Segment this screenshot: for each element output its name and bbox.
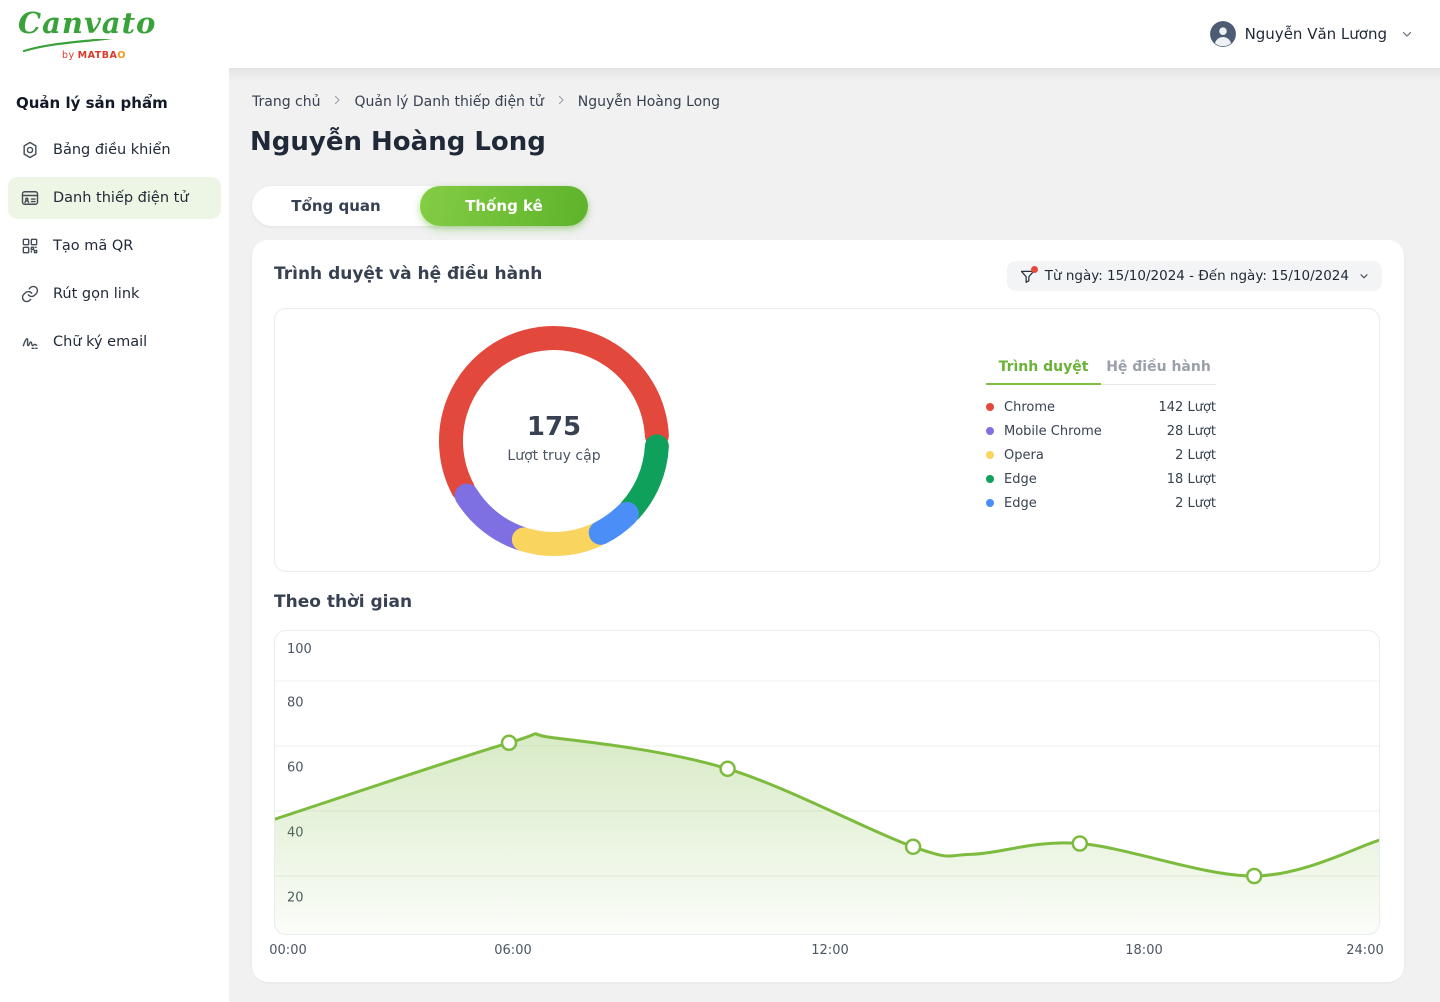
tab-overview[interactable]: Tổng quan <box>291 197 381 215</box>
business-card-icon <box>21 191 39 205</box>
main-content: Trang chủ Quản lý Danh thiếp điện tử Ngu… <box>229 68 1440 1002</box>
browser-os-section-title: Trình duyệt và hệ điều hành <box>274 264 543 284</box>
legend-item-value: 2 Lượt <box>1175 495 1216 511</box>
sidebar-item-dashboard[interactable]: Bảng điều khiển <box>8 126 221 174</box>
sidebar-item-label: Danh thiếp điện tử <box>53 190 189 206</box>
legend-item-label: Mobile Chrome <box>1004 423 1102 439</box>
legend-item: Mobile Chrome 28 Lượt <box>986 419 1216 443</box>
user-name: Nguyễn Văn Lương <box>1244 25 1387 43</box>
time-chart-panel: 20406080100 <box>274 630 1380 935</box>
x-axis-tick-label: 06:00 <box>494 943 532 958</box>
logo-swoosh-icon <box>22 39 113 53</box>
chevron-right-icon <box>555 94 567 110</box>
data-point-marker <box>1071 835 1089 852</box>
sidebar-item-qr[interactable]: Tạo mã QR <box>8 222 221 270</box>
legend-item: Opera 2 Lượt <box>986 443 1216 467</box>
browser-donut-chart: 175 Lượt truy cập <box>429 316 679 566</box>
legend-item: Edge 2 Lượt <box>986 491 1216 515</box>
chevron-down-icon <box>1400 27 1414 41</box>
date-range-label: Từ ngày: 15/10/2024 - Đến ngày: 15/10/20… <box>1044 268 1349 284</box>
x-axis-tick-label: 18:00 <box>1125 943 1163 958</box>
breadcrumb-current: Nguyễn Hoàng Long <box>577 94 720 110</box>
x-axis-tick-label: 00:00 <box>269 943 307 958</box>
legend-dot-icon <box>986 427 994 435</box>
legend-tab-browser[interactable]: Trình duyệt <box>986 359 1101 385</box>
brand-byline: by MATBAO <box>62 50 126 61</box>
legend-item-label: Opera <box>1004 447 1044 463</box>
breadcrumb-home[interactable]: Trang chủ <box>252 94 321 110</box>
data-point-marker <box>904 838 922 856</box>
breadcrumb: Trang chủ Quản lý Danh thiếp điện tử Ngu… <box>252 94 720 110</box>
user-menu[interactable]: Nguyễn Văn Lương <box>1209 18 1414 50</box>
dashboard-icon <box>23 141 37 159</box>
legend-dot-icon <box>986 403 994 411</box>
sidebar-item-shorten-link[interactable]: Rút gọn link <box>8 270 221 318</box>
legend-item-value: 28 Lượt <box>1166 423 1216 439</box>
topbar: Canvato by MATBAO Nguyễn Văn Lương <box>0 0 1440 68</box>
legend-item-value: 2 Lượt <box>1175 447 1216 463</box>
x-axis-tick-label: 12:00 <box>811 943 849 958</box>
sidebar-item-email-signature[interactable]: Chữ ký email <box>8 318 221 366</box>
link-icon <box>21 285 39 303</box>
legend-item-value: 142 Lượt <box>1158 399 1216 415</box>
donut-svg <box>439 326 669 556</box>
sidebar-item-label: Rút gọn link <box>53 286 140 302</box>
data-point-marker <box>1245 867 1263 885</box>
sidebar-item-label: Bảng điều khiển <box>53 142 171 158</box>
legend-tabs: Trình duyệt Hệ điều hành <box>986 359 1216 385</box>
filter-badge-dot <box>1030 265 1038 273</box>
brand-name: Canvato <box>18 6 157 40</box>
data-point-marker <box>500 734 518 752</box>
time-chart-x-labels: 00:00 06:00 12:00 18:00 24:00 <box>269 943 1384 961</box>
avatar <box>1209 21 1236 47</box>
donut-legend: Trình duyệt Hệ điều hành Chrome 142 Lượt M… <box>986 359 1216 515</box>
tab-statistics[interactable]: Thống kê <box>420 186 588 226</box>
signature-icon <box>22 338 38 350</box>
legend-dot-icon <box>986 499 994 507</box>
statistics-card: Trình duyệt và hệ điều hành Từ ngày: 15/… <box>252 240 1404 982</box>
legend-dot-icon <box>986 451 994 459</box>
svg-text:80: 80 <box>287 696 304 711</box>
qr-code-icon <box>22 238 38 254</box>
legend-dot-icon <box>986 475 994 483</box>
legend-item-value: 18 Lượt <box>1166 471 1216 487</box>
legend-item: Chrome 142 Lượt <box>986 395 1216 419</box>
page-title: Nguyễn Hoàng Long <box>250 127 546 157</box>
legend-list: Chrome 142 Lượt Mobile Chrome 28 Lượt Opera 2… <box>986 395 1216 515</box>
legend-item: Edge 18 Lượt <box>986 467 1216 491</box>
view-tabs: Tổng quan Thống kê <box>252 186 588 226</box>
chevron-right-icon <box>331 94 343 110</box>
data-point-marker <box>719 760 736 778</box>
x-axis-tick-label: 24:00 <box>1346 943 1384 958</box>
svg-text:100: 100 <box>287 642 312 657</box>
sidebar-item-business-card[interactable]: Danh thiếp điện tử <box>8 177 221 219</box>
browser-donut-panel: 175 Lượt truy cập Trình duyệt Hệ điều hà… <box>274 308 1380 572</box>
sidebar: Quản lý sản phẩm Bảng điều khiển Danh th… <box>0 68 229 1002</box>
time-area-chart: 20406080100 <box>275 642 1379 934</box>
sidebar-item-label: Chữ ký email <box>53 334 148 350</box>
sidebar-section-title: Quản lý sản phẩm <box>16 94 168 112</box>
breadcrumb-card-management[interactable]: Quản lý Danh thiếp điện tử <box>354 94 544 110</box>
legend-item-label: Chrome <box>1004 399 1055 415</box>
legend-item-label: Edge <box>1004 495 1037 511</box>
filter-funnel-icon <box>1019 265 1038 285</box>
date-range-filter[interactable]: Từ ngày: 15/10/2024 - Đến ngày: 15/10/20… <box>1006 261 1382 291</box>
sidebar-item-label: Tạo mã QR <box>53 238 134 254</box>
brand-logo[interactable]: Canvato by MATBAO <box>18 6 157 62</box>
svg-text:60: 60 <box>287 761 304 776</box>
legend-item-label: Edge <box>1004 471 1037 487</box>
chevron-down-icon <box>1360 274 1368 279</box>
legend-tab-os[interactable]: Hệ điều hành <box>1101 359 1216 385</box>
time-section-title: Theo thời gian <box>274 592 413 612</box>
